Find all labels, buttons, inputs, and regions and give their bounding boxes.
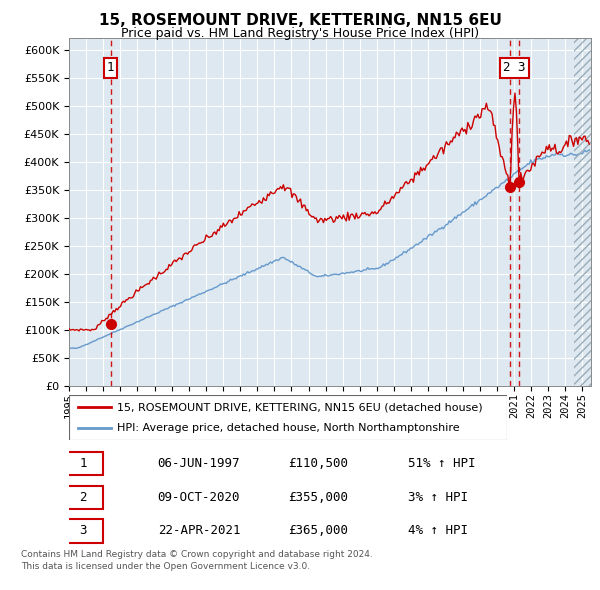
Text: 4% ↑ HPI: 4% ↑ HPI — [409, 525, 469, 537]
Text: HPI: Average price, detached house, North Northamptonshire: HPI: Average price, detached house, Nort… — [117, 422, 460, 432]
FancyBboxPatch shape — [69, 395, 507, 440]
Text: 15, ROSEMOUNT DRIVE, KETTERING, NN15 6EU: 15, ROSEMOUNT DRIVE, KETTERING, NN15 6EU — [98, 13, 502, 28]
Text: £365,000: £365,000 — [288, 525, 348, 537]
Text: 1: 1 — [80, 457, 87, 470]
Text: £110,500: £110,500 — [288, 457, 348, 470]
Bar — [574, 38, 600, 386]
Text: 51% ↑ HPI: 51% ↑ HPI — [409, 457, 476, 470]
Text: Price paid vs. HM Land Registry's House Price Index (HPI): Price paid vs. HM Land Registry's House … — [121, 27, 479, 40]
Text: 06-JUN-1997: 06-JUN-1997 — [158, 457, 240, 470]
Text: 1: 1 — [107, 61, 115, 74]
FancyBboxPatch shape — [64, 486, 103, 509]
FancyBboxPatch shape — [64, 452, 103, 476]
Text: 3% ↑ HPI: 3% ↑ HPI — [409, 491, 469, 504]
Text: 22-APR-2021: 22-APR-2021 — [158, 525, 240, 537]
Text: £355,000: £355,000 — [288, 491, 348, 504]
Text: 2 3: 2 3 — [503, 61, 526, 74]
Text: 09-OCT-2020: 09-OCT-2020 — [158, 491, 240, 504]
FancyBboxPatch shape — [64, 519, 103, 543]
Text: This data is licensed under the Open Government Licence v3.0.: This data is licensed under the Open Gov… — [21, 562, 310, 571]
Text: 2: 2 — [80, 491, 87, 504]
Text: Contains HM Land Registry data © Crown copyright and database right 2024.: Contains HM Land Registry data © Crown c… — [21, 550, 373, 559]
Text: 3: 3 — [80, 525, 87, 537]
Text: 15, ROSEMOUNT DRIVE, KETTERING, NN15 6EU (detached house): 15, ROSEMOUNT DRIVE, KETTERING, NN15 6EU… — [117, 402, 483, 412]
Bar — [574, 38, 600, 386]
